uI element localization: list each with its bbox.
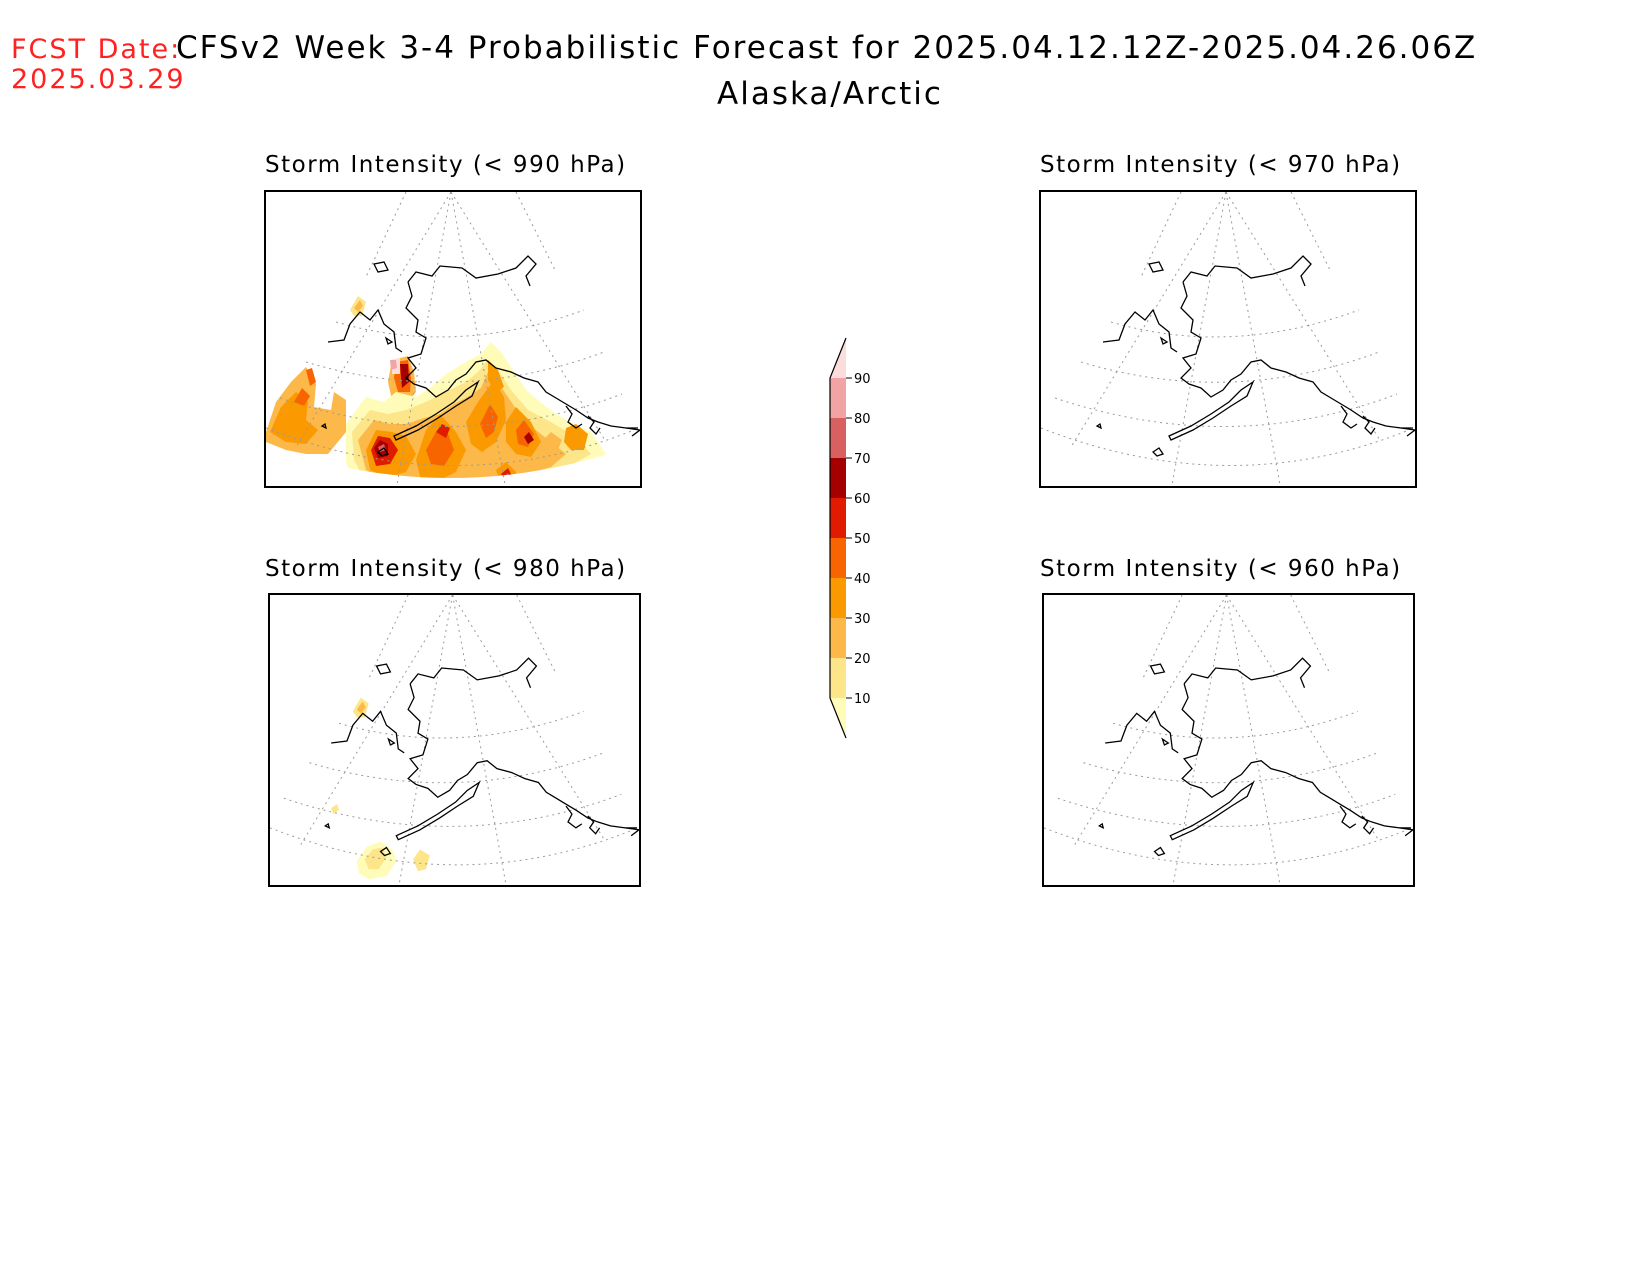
coastline [323, 657, 639, 857]
colorbar-label: 60 [854, 492, 871, 507]
probability-shading [331, 697, 430, 880]
colorbar: 10 20 30 40 50 60 70 80 90 [829, 337, 871, 739]
map-panel-960 [1042, 593, 1415, 887]
colorbar-labels: 10 20 30 40 50 60 70 80 90 [846, 372, 871, 707]
graticule [1041, 192, 1410, 486]
graticule [1044, 595, 1408, 885]
graticule [270, 595, 634, 885]
colorbar-label: 40 [854, 572, 871, 587]
panel-title-990: Storm Intensity (< 990 hPa) [265, 152, 627, 178]
map-svg-960 [1044, 595, 1413, 885]
colorbar-swatches [829, 337, 847, 739]
colorbar-swatch [830, 498, 846, 538]
forecast-date-value: 2025.03.29 [11, 64, 186, 95]
map-svg-990 [266, 192, 640, 486]
map-panel-980 [268, 593, 641, 887]
panel-title-970: Storm Intensity (< 970 hPa) [1040, 152, 1402, 178]
map-panel-970 [1039, 190, 1417, 488]
coastline [1097, 657, 1413, 857]
colorbar-swatch [830, 378, 846, 418]
colorbar-label: 80 [854, 412, 871, 427]
colorbar-label: 10 [854, 692, 871, 707]
coastline [1095, 255, 1415, 457]
colorbar-label: 90 [854, 372, 871, 387]
colorbar-swatch [830, 618, 846, 658]
panel-title-980: Storm Intensity (< 980 hPa) [265, 556, 627, 582]
colorbar-swatch [830, 538, 846, 578]
colorbar-label: 50 [854, 532, 871, 547]
colorbar-label: 30 [854, 612, 871, 627]
colorbar-swatch [830, 418, 846, 458]
forecast-date-label: FCST Date: [11, 34, 182, 65]
colorbar-swatch [830, 458, 846, 498]
colorbar-label: 20 [854, 652, 871, 667]
colorbar-swatch [830, 578, 846, 618]
colorbar-label: 70 [854, 452, 871, 467]
colorbar-swatch [830, 658, 846, 698]
map-svg-970 [1041, 192, 1415, 486]
graticule [266, 192, 635, 486]
coastline [320, 255, 640, 457]
colorbar-outline [829, 337, 847, 739]
region-subtitle: Alaska/Arctic [717, 76, 943, 112]
probability-shading [266, 296, 640, 486]
page-title: CFSv2 Week 3-4 Probabilistic Forecast fo… [176, 30, 1478, 66]
panel-title-960: Storm Intensity (< 960 hPa) [1040, 556, 1402, 582]
map-svg-980 [270, 595, 639, 885]
map-panel-990 [264, 190, 642, 488]
